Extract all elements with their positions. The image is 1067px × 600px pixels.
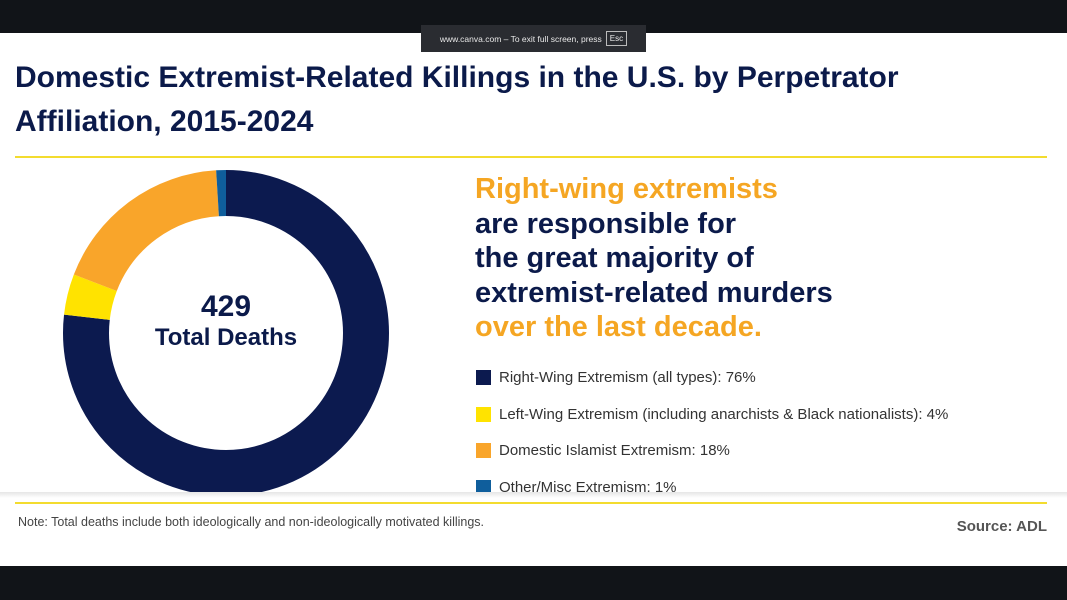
headline-line-2: are responsible for xyxy=(475,207,737,240)
donut-center: 429 Total Deaths xyxy=(96,290,356,352)
title-divider xyxy=(15,156,1047,158)
slice-other xyxy=(63,170,389,496)
page-title: Domestic Extremist-Related Killings in t… xyxy=(15,61,899,138)
legend: Right-Wing Extremism (all types): 76% Le… xyxy=(476,359,948,506)
legend-label: Other/Misc Extremism: 1% xyxy=(499,478,677,496)
footer-shadow xyxy=(0,492,1067,498)
legend-swatch xyxy=(476,406,491,422)
legend-item: Right-Wing Extremism (all types): 76% xyxy=(476,359,948,396)
legend-item: Left-Wing Extremism (including anarchist… xyxy=(476,396,948,433)
footnote: Note: Total deaths include both ideologi… xyxy=(18,515,485,529)
total-deaths-label: Total Deaths xyxy=(154,324,298,351)
browser-bottom-bar xyxy=(0,566,1067,600)
legend-label: Right-Wing Extremism (all types): 76% xyxy=(499,368,756,386)
headline-line-1: Right-wing extremists xyxy=(475,173,778,205)
fullscreen-notice-text: www.canva.com – To exit full screen, pre… xyxy=(439,33,602,44)
legend-label: Left-Wing Extremism (including anarchist… xyxy=(499,405,949,423)
legend-label: Domestic Islamist Extremism: 18% xyxy=(499,442,730,460)
fullscreen-notice: www.canva.com – To exit full screen, pre… xyxy=(421,25,646,52)
footer-divider xyxy=(15,502,1047,504)
headline-line-3: the great majority of xyxy=(475,242,754,274)
legend-item: Other/Misc Extremism: 1% xyxy=(476,469,948,506)
donut-chart xyxy=(63,170,389,496)
legend-swatch xyxy=(476,369,491,385)
headline-line-4: extremist-related murders xyxy=(475,276,833,309)
legend-item: Domestic Islamist Extremism: 18% xyxy=(476,432,948,469)
esc-key[interactable]: Esc xyxy=(605,31,628,46)
headline-line-5: over the last decade. xyxy=(475,311,762,343)
source-label: Source: ADL xyxy=(956,518,1047,535)
legend-swatch xyxy=(476,443,491,459)
total-deaths-value: 429 xyxy=(200,290,252,323)
legend-swatch xyxy=(476,479,491,495)
headline: Right-wing extremists are responsible fo… xyxy=(475,172,833,345)
